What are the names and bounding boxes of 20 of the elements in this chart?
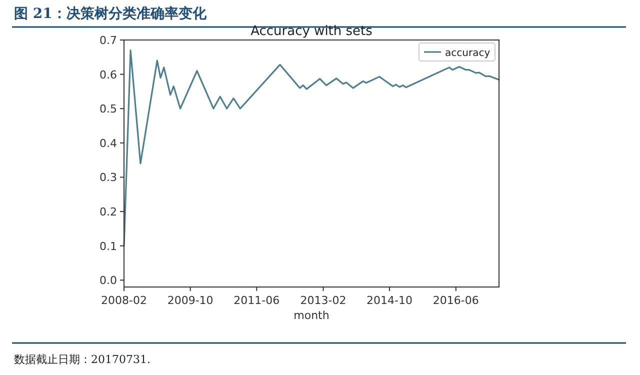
x-tick-label: 2013-02 [300, 294, 346, 307]
line-series [123, 49, 500, 247]
legend-label: accuracy [445, 48, 490, 59]
x-tick-label: 2011-06 [234, 294, 280, 307]
chart-title: Accuracy with sets [250, 24, 373, 39]
y-tick-label: 0.6 [100, 68, 117, 82]
x-tick-label: 2016-06 [432, 294, 479, 307]
text: 数据截止日期：20170731. [14, 353, 150, 366]
x-axis-title: month [294, 309, 330, 322]
chart-subtitle: 图 21：决策树分类准确率变化 [14, 5, 208, 22]
y-tick-label: 0.1 [100, 240, 117, 253]
y-tick-label: 0.5 [100, 102, 117, 116]
x-tick-label: 2009-10 [167, 294, 214, 307]
y-tick-label: 0.2 [100, 206, 117, 219]
y-tick-label: 0.7 [100, 34, 117, 47]
y-tick-label: 0.4 [100, 136, 117, 150]
y-tick-label: 0.3 [100, 171, 117, 184]
x-tick-label: 2008-02 [101, 294, 147, 307]
x-tick-label: 2014-10 [366, 294, 412, 307]
y-tick-label: 0.0 [100, 274, 117, 288]
